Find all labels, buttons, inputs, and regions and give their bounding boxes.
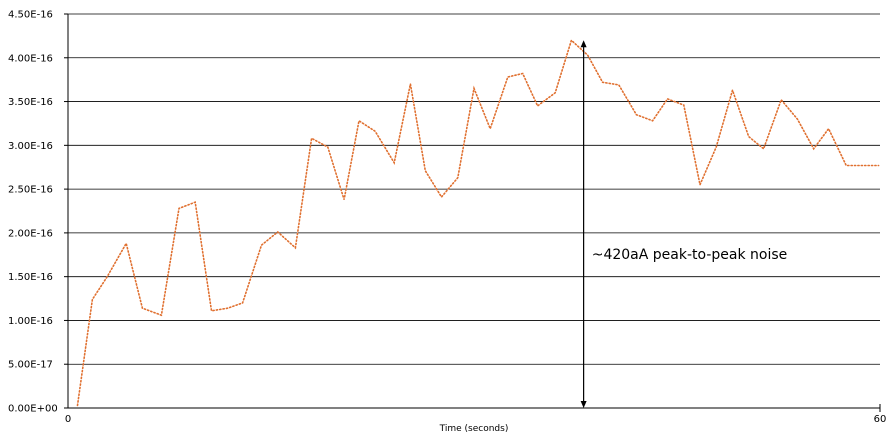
y-tick-label-2: 1.00E-16 xyxy=(8,316,53,327)
y-tick-label-5: 2.50E-16 xyxy=(8,185,53,196)
y-tick-label-7: 3.50E-16 xyxy=(8,97,53,108)
series-line-0 xyxy=(78,40,879,405)
y-tick-label-4: 2.00E-16 xyxy=(8,228,53,239)
gridlines xyxy=(68,14,880,364)
x-tick-label-0: 0 xyxy=(65,414,71,425)
y-tick-label-1: 5.00E-17 xyxy=(8,360,53,371)
annotations: ~420aA peak-to-peak noise xyxy=(581,40,788,408)
annotation-arrowhead-bottom-0 xyxy=(581,401,587,408)
x-axis-title: Time (seconds) xyxy=(439,424,509,434)
y-tick-label-0: 0.00E+00 xyxy=(8,404,58,415)
series-layer xyxy=(77,40,878,405)
y-tick-labels: 0.00E+00 5.00E-17 1.00E-16 1.50E-16 2.00E-16… xyxy=(8,10,58,415)
axes xyxy=(64,14,880,412)
y-tick-label-3: 1.50E-16 xyxy=(8,272,53,283)
y-tick-label-8: 4.00E-16 xyxy=(8,53,53,64)
x-tick-label-1: 60 xyxy=(874,414,887,425)
y-tick-label-9: 4.50E-16 xyxy=(8,10,53,21)
annotation-text-0: ~420aA peak-to-peak noise xyxy=(592,247,788,263)
annotation-arrowhead-top-0 xyxy=(581,40,587,47)
y-tick-label-6: 3.00E-16 xyxy=(8,141,53,152)
